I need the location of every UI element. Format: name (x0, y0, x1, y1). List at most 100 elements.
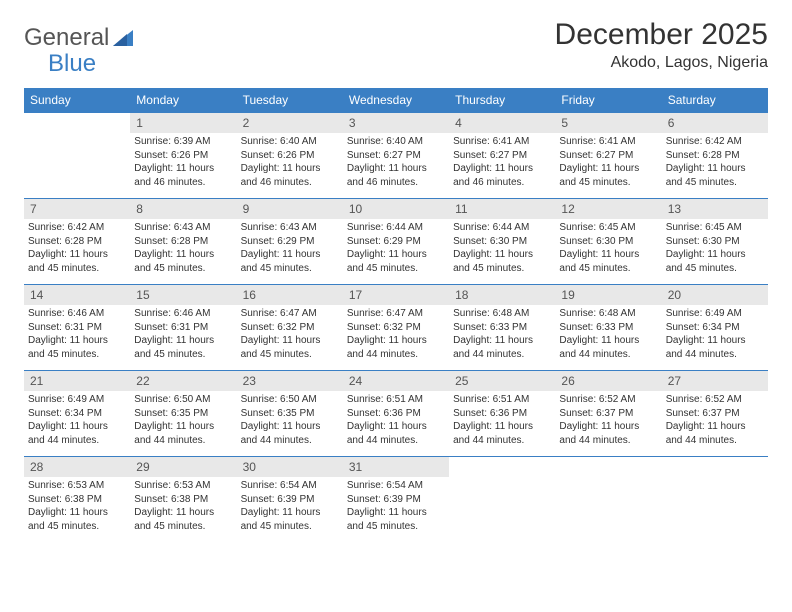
calendar-week-row: 1Sunrise: 6:39 AMSunset: 6:26 PMDaylight… (24, 113, 768, 199)
day-body: Sunrise: 6:52 AMSunset: 6:37 PMDaylight:… (662, 391, 768, 449)
daylight-text: Daylight: 11 hours and 45 minutes. (28, 334, 126, 361)
day-number: 31 (343, 457, 449, 477)
calendar-cell: 14Sunrise: 6:46 AMSunset: 6:31 PMDayligh… (24, 285, 130, 371)
sunset-text: Sunset: 6:29 PM (347, 235, 445, 249)
day-number: 4 (449, 113, 555, 133)
day-number: 26 (555, 371, 661, 391)
calendar-cell: 22Sunrise: 6:50 AMSunset: 6:35 PMDayligh… (130, 371, 236, 457)
day-number: 6 (662, 113, 768, 133)
sunset-text: Sunset: 6:29 PM (241, 235, 339, 249)
weekday-header: Saturday (662, 88, 768, 113)
calendar-cell: 5Sunrise: 6:41 AMSunset: 6:27 PMDaylight… (555, 113, 661, 199)
calendar-cell: 12Sunrise: 6:45 AMSunset: 6:30 PMDayligh… (555, 199, 661, 285)
calendar-cell: 10Sunrise: 6:44 AMSunset: 6:29 PMDayligh… (343, 199, 449, 285)
sunrise-text: Sunrise: 6:50 AM (241, 393, 339, 407)
sunset-text: Sunset: 6:32 PM (241, 321, 339, 335)
daylight-text: Daylight: 11 hours and 44 minutes. (28, 420, 126, 447)
day-number: 29 (130, 457, 236, 477)
day-body: Sunrise: 6:54 AMSunset: 6:39 PMDaylight:… (343, 477, 449, 535)
sunrise-text: Sunrise: 6:49 AM (28, 393, 126, 407)
day-body: Sunrise: 6:49 AMSunset: 6:34 PMDaylight:… (24, 391, 130, 449)
day-body: Sunrise: 6:48 AMSunset: 6:33 PMDaylight:… (449, 305, 555, 363)
calendar-page: General December 2025 Akodo, Lagos, Nige… (0, 0, 792, 561)
daylight-text: Daylight: 11 hours and 44 minutes. (453, 420, 551, 447)
day-number: 30 (237, 457, 343, 477)
sunrise-text: Sunrise: 6:44 AM (347, 221, 445, 235)
day-body: Sunrise: 6:43 AMSunset: 6:28 PMDaylight:… (130, 219, 236, 277)
sail-icon (113, 30, 133, 46)
day-number: 23 (237, 371, 343, 391)
sunrise-text: Sunrise: 6:51 AM (453, 393, 551, 407)
day-body: Sunrise: 6:47 AMSunset: 6:32 PMDaylight:… (343, 305, 449, 363)
day-number: 8 (130, 199, 236, 219)
day-body: Sunrise: 6:52 AMSunset: 6:37 PMDaylight:… (555, 391, 661, 449)
day-body: Sunrise: 6:50 AMSunset: 6:35 PMDaylight:… (130, 391, 236, 449)
daylight-text: Daylight: 11 hours and 45 minutes. (241, 334, 339, 361)
sunrise-text: Sunrise: 6:47 AM (347, 307, 445, 321)
calendar-body: 1Sunrise: 6:39 AMSunset: 6:26 PMDaylight… (24, 113, 768, 543)
day-number: 21 (24, 371, 130, 391)
sunset-text: Sunset: 6:28 PM (666, 149, 764, 163)
location-label: Akodo, Lagos, Nigeria (555, 54, 768, 72)
sunset-text: Sunset: 6:34 PM (666, 321, 764, 335)
calendar-cell: 3Sunrise: 6:40 AMSunset: 6:27 PMDaylight… (343, 113, 449, 199)
day-number: 19 (555, 285, 661, 305)
day-number: 11 (449, 199, 555, 219)
calendar-cell (449, 457, 555, 543)
sunset-text: Sunset: 6:26 PM (134, 149, 232, 163)
sunrise-text: Sunrise: 6:41 AM (453, 135, 551, 149)
sunset-text: Sunset: 6:30 PM (453, 235, 551, 249)
brand-text-b: Blue (48, 50, 96, 77)
day-body: Sunrise: 6:54 AMSunset: 6:39 PMDaylight:… (237, 477, 343, 535)
daylight-text: Daylight: 11 hours and 44 minutes. (347, 334, 445, 361)
calendar-cell: 23Sunrise: 6:50 AMSunset: 6:35 PMDayligh… (237, 371, 343, 457)
sunset-text: Sunset: 6:31 PM (134, 321, 232, 335)
daylight-text: Daylight: 11 hours and 45 minutes. (666, 248, 764, 275)
calendar-cell: 2Sunrise: 6:40 AMSunset: 6:26 PMDaylight… (237, 113, 343, 199)
day-body: Sunrise: 6:40 AMSunset: 6:27 PMDaylight:… (343, 133, 449, 191)
title-block: December 2025 Akodo, Lagos, Nigeria (555, 18, 768, 72)
day-number: 12 (555, 199, 661, 219)
sunset-text: Sunset: 6:27 PM (347, 149, 445, 163)
calendar-cell: 6Sunrise: 6:42 AMSunset: 6:28 PMDaylight… (662, 113, 768, 199)
sunset-text: Sunset: 6:35 PM (241, 407, 339, 421)
calendar-cell (555, 457, 661, 543)
daylight-text: Daylight: 11 hours and 44 minutes. (347, 420, 445, 447)
sunrise-text: Sunrise: 6:54 AM (241, 479, 339, 493)
sunrise-text: Sunrise: 6:45 AM (666, 221, 764, 235)
daylight-text: Daylight: 11 hours and 45 minutes. (134, 334, 232, 361)
sunrise-text: Sunrise: 6:42 AM (28, 221, 126, 235)
sunset-text: Sunset: 6:36 PM (347, 407, 445, 421)
daylight-text: Daylight: 11 hours and 46 minutes. (347, 162, 445, 189)
daylight-text: Daylight: 11 hours and 44 minutes. (666, 420, 764, 447)
calendar-week-row: 28Sunrise: 6:53 AMSunset: 6:38 PMDayligh… (24, 457, 768, 543)
day-body: Sunrise: 6:42 AMSunset: 6:28 PMDaylight:… (662, 133, 768, 191)
sunset-text: Sunset: 6:27 PM (453, 149, 551, 163)
day-number: 1 (130, 113, 236, 133)
calendar-cell: 18Sunrise: 6:48 AMSunset: 6:33 PMDayligh… (449, 285, 555, 371)
calendar-week-row: 7Sunrise: 6:42 AMSunset: 6:28 PMDaylight… (24, 199, 768, 285)
calendar-cell: 9Sunrise: 6:43 AMSunset: 6:29 PMDaylight… (237, 199, 343, 285)
day-number: 27 (662, 371, 768, 391)
sunrise-text: Sunrise: 6:54 AM (347, 479, 445, 493)
calendar-cell: 27Sunrise: 6:52 AMSunset: 6:37 PMDayligh… (662, 371, 768, 457)
sunset-text: Sunset: 6:39 PM (347, 493, 445, 507)
day-body: Sunrise: 6:44 AMSunset: 6:30 PMDaylight:… (449, 219, 555, 277)
sunrise-text: Sunrise: 6:49 AM (666, 307, 764, 321)
day-body: Sunrise: 6:53 AMSunset: 6:38 PMDaylight:… (24, 477, 130, 535)
brand-text-a: General (24, 24, 109, 52)
month-title: December 2025 (555, 18, 768, 52)
calendar-cell: 30Sunrise: 6:54 AMSunset: 6:39 PMDayligh… (237, 457, 343, 543)
sunset-text: Sunset: 6:39 PM (241, 493, 339, 507)
sunset-text: Sunset: 6:28 PM (28, 235, 126, 249)
calendar-table: SundayMondayTuesdayWednesdayThursdayFrid… (24, 88, 768, 543)
sunset-text: Sunset: 6:34 PM (28, 407, 126, 421)
sunrise-text: Sunrise: 6:46 AM (28, 307, 126, 321)
sunrise-text: Sunrise: 6:53 AM (28, 479, 126, 493)
sunset-text: Sunset: 6:30 PM (666, 235, 764, 249)
sunrise-text: Sunrise: 6:48 AM (453, 307, 551, 321)
daylight-text: Daylight: 11 hours and 44 minutes. (134, 420, 232, 447)
calendar-cell: 8Sunrise: 6:43 AMSunset: 6:28 PMDaylight… (130, 199, 236, 285)
sunset-text: Sunset: 6:27 PM (559, 149, 657, 163)
day-number: 17 (343, 285, 449, 305)
